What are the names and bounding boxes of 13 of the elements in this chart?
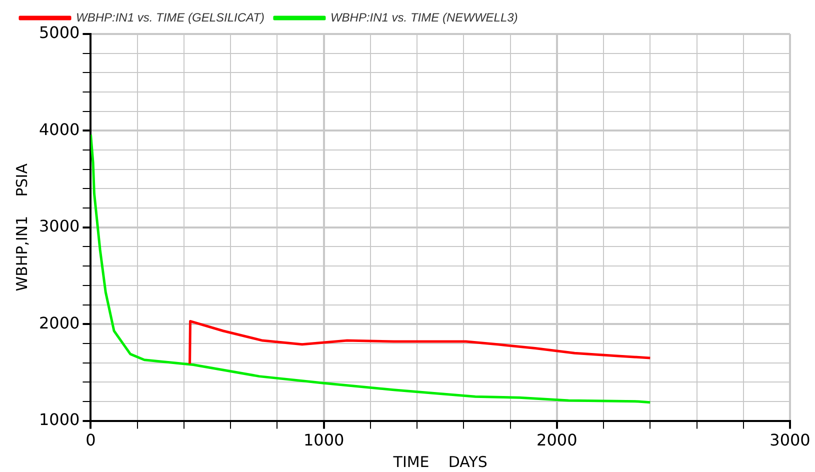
x-tick-label: 2000 (536, 430, 578, 450)
y-tick-label: 3000 (39, 216, 80, 236)
x-axis-title: TIME DAYS (392, 452, 488, 471)
y-tick-label: 4000 (39, 120, 80, 139)
x-tick-label: 0 (86, 430, 96, 450)
y-tick-label: 1000 (39, 410, 80, 429)
y-tick-label: 5000 (39, 23, 80, 42)
y-axis-title: WBHP,IN1 PSIA (12, 162, 31, 292)
legend-label: WBHP:IN1 vs. TIME (NEWWELL3) (330, 10, 518, 24)
x-tick-label: 1000 (303, 430, 344, 450)
y-tick-label: 2000 (39, 313, 80, 332)
legend-label: WBHP:IN1 vs. TIME (GELSILICAT) (76, 10, 264, 24)
x-tick-label: 3000 (770, 430, 810, 450)
